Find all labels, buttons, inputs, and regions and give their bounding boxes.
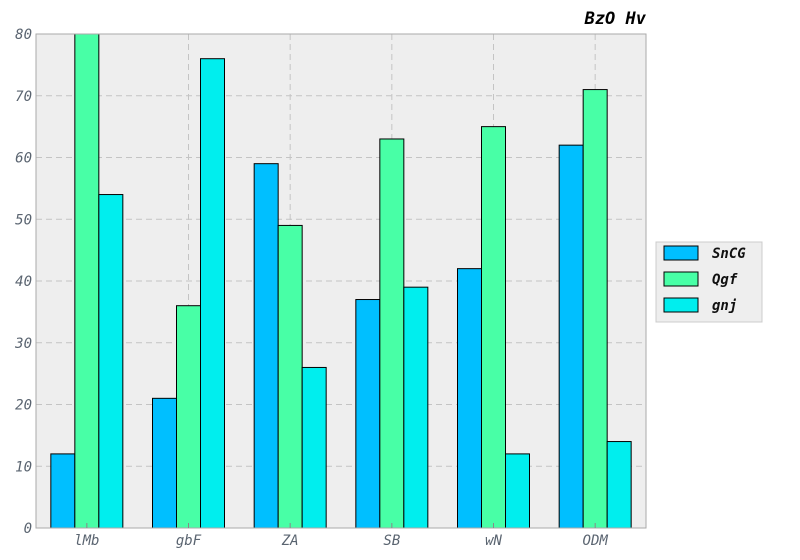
bar-gnj-SB: [403, 286, 429, 529]
bar-Qgf-gbF: [176, 305, 201, 529]
legend-swatch-SnCG: [663, 245, 699, 261]
x-tick-label: ZA: [281, 533, 299, 549]
y-tick-label: 20: [15, 398, 32, 414]
y-tick-label: 30: [14, 336, 32, 352]
bar-gnj-ODM: [606, 441, 632, 529]
y-tick-label: 10: [15, 459, 32, 475]
bar-Qgf-ODM: [582, 89, 608, 529]
bar-Qgf-lMb: [74, 33, 100, 529]
y-tick-label: 60: [15, 151, 32, 167]
y-tick-label: 40: [15, 274, 32, 290]
x-tick-label: lMb: [74, 533, 99, 549]
bar-SnCG-SB: [355, 299, 381, 529]
bar-gnj-ZA: [301, 366, 327, 529]
legend-label-SnCG: SnCG: [712, 246, 746, 262]
bar-gnj-lMb: [98, 194, 124, 529]
y-tick-label: 80: [15, 27, 32, 43]
x-tick-label: gbF: [176, 533, 202, 549]
bar-gnj-gbF: [200, 58, 225, 529]
bar-SnCG-ZA: [253, 163, 279, 529]
bar-gnj-wN: [505, 453, 530, 529]
y-tick-label: 70: [15, 89, 32, 105]
bar-Qgf-ZA: [277, 224, 303, 529]
bars: [50, 33, 632, 529]
bar-SnCG-gbF: [152, 397, 177, 529]
y-tick-label: 0: [24, 521, 32, 537]
x-tick-label: ODM: [583, 533, 609, 549]
legend-swatch-Qgf: [663, 271, 699, 287]
legend-label-Qgf: Qgf: [712, 272, 738, 288]
legend: SnCG Qgf gnj: [655, 241, 763, 323]
plot-frame: [35, 33, 647, 529]
x-tick-label: wN: [485, 533, 502, 549]
legend-label-gnj: gnj: [712, 298, 737, 314]
bar-Qgf-SB: [379, 138, 405, 529]
y-tick-label: 50: [15, 212, 32, 228]
chart-title: BzO Hv: [584, 9, 647, 29]
y-axis: 0 10 20 30 40 50 60 70 80: [14, 27, 32, 537]
x-axis: lMb gbF ZA SB wN ODM: [74, 523, 608, 549]
bar-SnCG-ODM: [558, 144, 584, 529]
bar-SnCG-wN: [457, 268, 482, 529]
bar-SnCG-lMb: [50, 453, 76, 529]
x-tick-label: SB: [383, 533, 400, 549]
bar-Qgf-wN: [481, 126, 506, 529]
legend-swatch-gnj: [663, 297, 699, 313]
